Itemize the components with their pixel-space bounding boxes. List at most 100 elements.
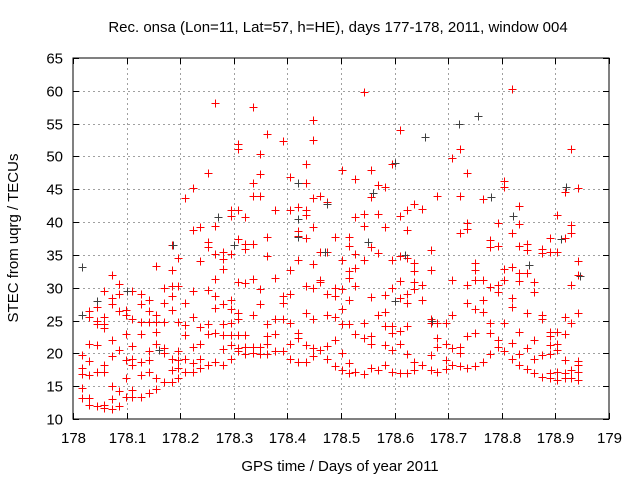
data-point [427,266,436,275]
data-point [471,305,480,314]
data-point [128,315,137,324]
data-point [494,288,503,297]
data-point [374,210,383,219]
data-point [279,315,288,324]
data-point [241,245,250,254]
data-point [169,241,178,250]
data-point [93,297,102,306]
data-point [374,249,383,258]
x-axis-label: GPS time / Days of year 2011 [241,458,438,475]
y-tick-label: 45 [46,182,63,199]
data-point [302,341,311,350]
data-point [234,206,243,215]
data-point [227,305,236,314]
data-point [388,346,397,355]
data-point [500,319,509,328]
data-point [388,284,397,293]
data-point [211,304,220,313]
data-point [219,361,228,370]
x-tick-label: 178.5 [323,430,361,447]
data-point [538,373,547,382]
data-point [574,368,583,377]
data-point [323,355,332,364]
data-point [567,145,576,154]
data-point [567,281,576,290]
data-point [345,296,354,305]
data-point [309,352,318,361]
y-tick-label: 55 [46,117,63,134]
data-point [115,387,124,396]
data-point [448,276,457,285]
data-point [234,315,243,324]
data-point [302,309,311,318]
data-point [137,371,146,380]
data-point [196,355,205,364]
data-point [530,278,539,287]
data-point [249,275,258,284]
data-point [500,265,509,274]
data-point [174,347,183,356]
data-point [211,250,220,259]
y-tick-label: 60 [46,84,63,101]
data-point [442,319,451,328]
data-point [538,351,547,360]
data-point [428,317,437,326]
data-point [152,262,161,271]
data-point [567,366,576,375]
data-point [508,263,517,272]
data-point [463,225,472,234]
data-point [396,212,405,221]
data-point [279,347,288,356]
data-point [418,205,427,214]
data-point [249,103,258,112]
data-point [331,284,340,293]
data-point [256,285,265,294]
data-point [360,222,369,231]
data-point [256,350,265,359]
data-point [168,366,177,375]
data-point [494,343,503,352]
data-point [78,394,87,403]
data-point [122,330,131,339]
data-point [249,179,258,188]
data-point [152,340,161,349]
data-point [294,179,303,188]
data-point [418,361,427,370]
data-point [427,366,436,375]
data-point [294,215,303,224]
data-point [574,361,583,370]
data-point [174,356,183,365]
data-point [174,374,183,383]
data-point [227,250,236,259]
data-point [137,393,146,402]
data-point [78,311,87,320]
data-point [294,203,303,212]
data-point [515,277,524,286]
data-point [525,261,534,270]
x-tick-label: 178 [61,430,86,447]
data-point [230,241,239,250]
data-point [561,330,570,339]
data-point [189,313,198,322]
data-point [302,282,311,291]
data-point [360,334,369,343]
data-point [494,219,503,228]
data-point [204,286,213,295]
data-point [442,356,451,365]
data-point [388,256,397,265]
data-point [128,386,137,395]
data-point [508,339,517,348]
data-point [345,369,354,378]
data-point [263,340,272,349]
y-tick-label: 35 [46,248,63,265]
data-point [78,384,87,393]
data-point [410,366,419,375]
data-point [263,350,272,359]
data-point [479,296,488,305]
data-point [168,378,177,387]
data-point [421,133,430,142]
data-point [381,183,390,192]
data-point [455,120,464,129]
data-point [302,358,311,367]
data-point [181,321,190,330]
